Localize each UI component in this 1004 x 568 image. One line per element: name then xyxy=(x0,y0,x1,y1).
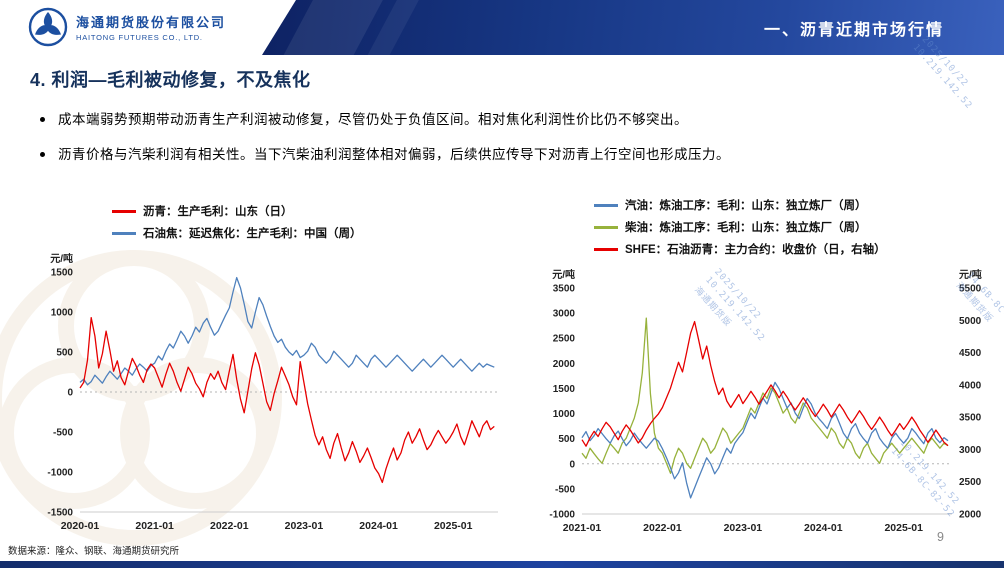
y-axis-tick: 0 xyxy=(569,459,575,470)
x-axis-tick: 2023-01 xyxy=(724,522,763,534)
y-axis-tick: -1000 xyxy=(549,510,575,521)
logo-text: 海通期货股份有限公司 HAITONG FUTURES CO., LTD. xyxy=(76,12,226,42)
y-axis-tick: 1500 xyxy=(553,384,576,395)
asphalt-coke-margin-chart: 沥青：生产毛利：山东（日） 石油焦：延迟焦化：生产毛利：中国（周） 1500 100… xyxy=(24,192,516,548)
legend-line-swatch xyxy=(594,225,618,229)
y-axis-tick: 5500 xyxy=(959,284,982,295)
x-axis-tick: 2025-01 xyxy=(884,522,923,534)
y-axis-tick: -1000 xyxy=(47,468,73,479)
y-axis-tick: -1500 xyxy=(47,508,73,519)
gasoline-diesel-price-chart: 汽油：炼油工序：毛利：山东：独立炼厂（周） 柴油：炼油工序：毛利：山东：独立炼厂（… xyxy=(532,192,1004,548)
series-line xyxy=(79,276,495,386)
bullet-item: 沥青价格与汽柴利润有相关性。当下汽柴油利润整体相对偏弱，后续供应传导下对沥青上行… xyxy=(38,145,958,165)
legend-item: 石油焦：延迟焦化：生产毛利：中国（周） xyxy=(112,225,516,241)
chart-legend: 汽油：炼油工序：毛利：山东：独立炼厂（周） 柴油：炼油工序：毛利：山东：独立炼厂（… xyxy=(594,194,1004,260)
series-line xyxy=(581,320,949,447)
page-title: 4. 利润—毛利被动修复，不及焦化 xyxy=(30,70,311,90)
series-line xyxy=(581,381,949,499)
legend-label: 沥青：生产毛利：山东（日） xyxy=(143,206,293,218)
y-axis-tick: 500 xyxy=(558,434,575,445)
y-axis-tick: 3000 xyxy=(959,445,982,456)
y-axis-tick: 500 xyxy=(56,348,73,359)
section-title: 一、沥青近期市场行情 xyxy=(763,22,944,39)
legend-item: 柴油：炼油工序：毛利：山东：独立炼厂（周） xyxy=(594,219,1004,235)
haitong-logo-icon xyxy=(28,7,68,47)
x-axis-tick: 2021-01 xyxy=(563,522,602,534)
y-axis-tick: 4000 xyxy=(959,380,982,391)
company-name-en: HAITONG FUTURES CO., LTD. xyxy=(76,33,203,42)
header-band: 一、沥青近期市场行情 xyxy=(262,0,1004,55)
x-axis-tick: 2022-01 xyxy=(643,522,682,534)
gasoline-diesel-price-plot: 3500300025002000150010005000-500-1000550… xyxy=(549,268,982,534)
y-axis-tick: 2500 xyxy=(959,477,982,488)
y-axis-tick: 3000 xyxy=(553,309,576,320)
legend-line-swatch xyxy=(594,203,618,207)
axis-unit-label: 元/吨 xyxy=(959,268,982,281)
page-number: 9 xyxy=(937,530,944,544)
legend-line-swatch xyxy=(112,231,136,235)
y-axis-tick: 2500 xyxy=(553,334,576,345)
company-name-cn: 海通期货股份有限公司 xyxy=(76,15,227,30)
legend-line-swatch xyxy=(112,209,136,213)
legend-item: SHFE：石油沥青：主力合约：收盘价（日，右轴） xyxy=(594,241,1004,257)
y-axis-tick: -500 xyxy=(555,484,575,495)
x-axis-tick: 2023-01 xyxy=(285,520,324,532)
legend-item: 沥青：生产毛利：山东（日） xyxy=(112,203,516,219)
legend-label: 柴油：炼油工序：毛利：山东：独立炼厂（周） xyxy=(625,222,867,234)
bottom-bar xyxy=(0,561,1004,568)
x-axis-tick: 2020-01 xyxy=(61,520,100,532)
x-axis-tick: 2022-01 xyxy=(210,520,249,532)
charts-area: 沥青：生产毛利：山东（日） 石油焦：延迟焦化：生产毛利：中国（周） 1500 100… xyxy=(24,192,1004,548)
y-axis-tick: -500 xyxy=(53,428,73,439)
y-axis-tick: 1000 xyxy=(51,308,74,319)
bullet-item: 成本端弱势预期带动沥青生产利润被动修复，尽管仍处于负值区间。相对焦化利润性价比仍… xyxy=(38,110,958,130)
y-axis-tick: 1500 xyxy=(51,268,74,279)
chart-legend: 沥青：生产毛利：山东（日） 石油焦：延迟焦化：生产毛利：中国（周） xyxy=(112,200,516,244)
y-axis-tick: 3500 xyxy=(553,284,576,295)
x-axis-tick: 2025-01 xyxy=(434,520,473,532)
data-source: 数据来源：隆众、钢联、海通期货研究所 xyxy=(8,546,180,557)
legend-label: 石油焦：延迟焦化：生产毛利：中国（周） xyxy=(143,228,362,240)
x-axis-tick: 2024-01 xyxy=(359,520,398,532)
x-axis-tick: 2024-01 xyxy=(804,522,843,534)
header: 海通期货股份有限公司 HAITONG FUTURES CO., LTD. 一、沥… xyxy=(0,0,1004,55)
y-axis-tick: 0 xyxy=(67,388,73,399)
legend-label: SHFE：石油沥青：主力合约：收盘价（日，右轴） xyxy=(625,244,886,256)
series-line xyxy=(79,316,495,484)
y-axis-tick: 2000 xyxy=(959,510,982,521)
x-axis-tick: 2021-01 xyxy=(135,520,174,532)
legend-line-swatch xyxy=(594,247,618,251)
axis-unit-label: 元/吨 xyxy=(552,268,575,281)
y-axis-tick: 4500 xyxy=(959,348,982,359)
axis-unit-label: 元/吨 xyxy=(50,252,73,265)
bullet-list: 成本端弱势预期带动沥青生产利润被动修复，尽管仍处于负值区间。相对焦化利润性价比仍… xyxy=(38,110,958,179)
y-axis-tick: 1000 xyxy=(553,409,576,420)
y-axis-tick: 2000 xyxy=(553,359,576,370)
y-axis-tick: 3500 xyxy=(959,413,982,424)
haitong-logo: 海通期货股份有限公司 HAITONG FUTURES CO., LTD. xyxy=(28,7,226,47)
legend-item: 汽油：炼油工序：毛利：山东：独立炼厂（周） xyxy=(594,197,1004,213)
y-axis-tick: 5000 xyxy=(959,316,982,327)
legend-label: 汽油：炼油工序：毛利：山东：独立炼厂（周） xyxy=(625,200,867,212)
